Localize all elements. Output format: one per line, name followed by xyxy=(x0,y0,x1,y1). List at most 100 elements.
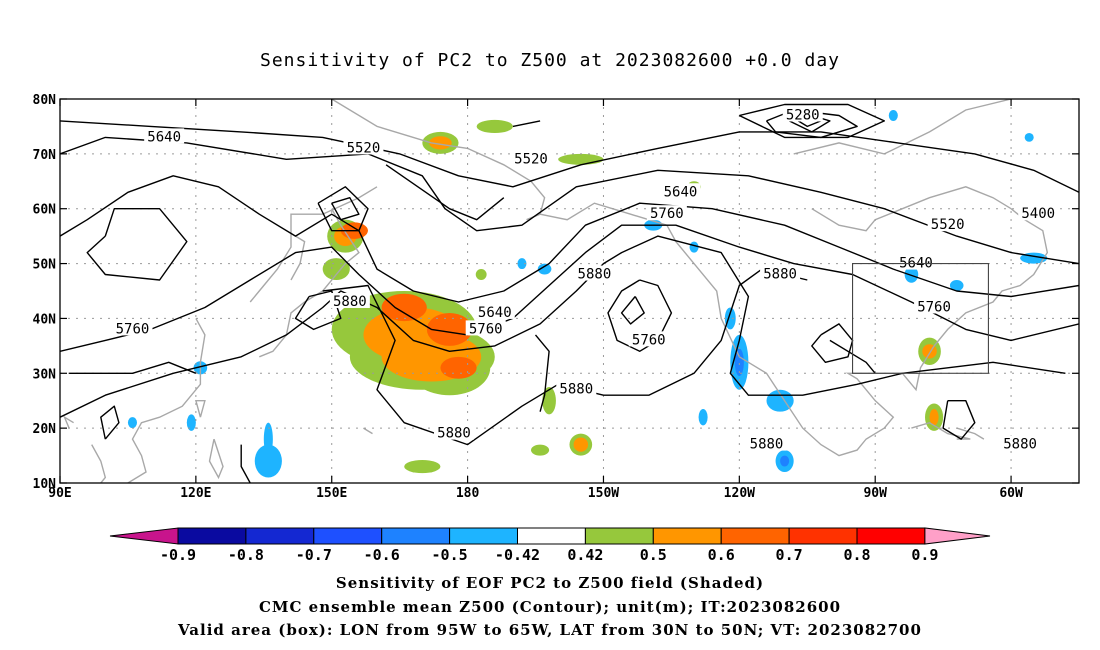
contour-label-bg xyxy=(511,150,552,166)
colorbar-label: 0.7 xyxy=(776,546,803,564)
z500-contour-line xyxy=(829,339,876,374)
contour-label-bg xyxy=(895,254,936,270)
lat-label: 60N xyxy=(33,203,57,218)
colorbar-segment xyxy=(245,527,315,545)
contour-label: 5760 xyxy=(469,321,503,337)
lon-label: 180 xyxy=(456,486,480,501)
lon-label: 150W xyxy=(588,486,619,501)
colorbar-segment xyxy=(449,527,519,545)
colorbar-label: 0.6 xyxy=(708,546,735,564)
contour-label: 5520 xyxy=(931,217,965,233)
colorbar-segment xyxy=(313,527,383,545)
sensitivity-blob xyxy=(698,408,708,426)
sensitivity-blob xyxy=(734,348,744,377)
contour-label: 5760 xyxy=(632,332,666,348)
colorbar-label: 0.5 xyxy=(640,546,667,564)
contour-label-bg xyxy=(465,320,506,336)
sensitivity-blob xyxy=(322,258,350,281)
contour-label-bg xyxy=(927,216,968,232)
contour-label: 5760 xyxy=(650,206,684,222)
coastline xyxy=(793,99,1012,155)
contour-label: 5880 xyxy=(437,426,471,442)
z500-contour-line xyxy=(60,120,1079,193)
contour-label-bg xyxy=(574,265,615,281)
sensitivity-blob xyxy=(429,136,452,150)
sensitivity-blob xyxy=(263,422,273,456)
contour-label: 5760 xyxy=(917,299,951,315)
z500-contour-line xyxy=(294,290,342,331)
sensitivity-blob xyxy=(537,263,552,275)
lat-label: 80N xyxy=(33,93,57,108)
sensitivity-blob xyxy=(558,153,604,165)
lat-label: 20N xyxy=(33,422,57,437)
z500-contour-line xyxy=(317,186,369,232)
sensitivity-blob xyxy=(1024,133,1034,142)
z500-contour-line xyxy=(942,400,976,440)
z500-contour-line xyxy=(331,197,360,221)
sensitivity-blob xyxy=(440,356,477,379)
contour-label-bg xyxy=(1018,205,1059,221)
lat-label: 50N xyxy=(33,258,57,273)
colorbar-segment xyxy=(856,527,926,545)
contour-label-bg xyxy=(660,183,701,199)
contour-label-bg xyxy=(556,380,597,396)
contour-label: 5640 xyxy=(478,305,512,321)
contour-label: 5880 xyxy=(1003,437,1037,453)
sensitivity-blob xyxy=(904,266,919,283)
contour-label: 5520 xyxy=(514,151,548,167)
z500-contour-line xyxy=(86,208,188,281)
coastline xyxy=(363,427,373,435)
sensitivity-blob xyxy=(929,408,939,426)
coastline xyxy=(91,444,107,483)
colorbar-label: 0.9 xyxy=(911,546,938,564)
contour-label-bg xyxy=(628,331,669,347)
contour-label-bg xyxy=(434,424,475,440)
contour-label: 5880 xyxy=(763,267,797,283)
contour-label: 5880 xyxy=(750,437,784,453)
sensitivity-blob xyxy=(426,312,473,346)
z500-contour-line xyxy=(534,334,550,412)
z500-contour-line xyxy=(607,279,673,352)
colorbar-label: -0.7 xyxy=(296,546,332,564)
contour-label: 5880 xyxy=(578,267,612,283)
sensitivity-blob xyxy=(127,417,137,429)
sensitivity-blob xyxy=(542,387,556,415)
coastline xyxy=(259,208,360,358)
lon-label: 90W xyxy=(863,486,887,501)
lat-label: 70N xyxy=(33,148,57,163)
colorbar-label: -0.8 xyxy=(228,546,264,564)
sensitivity-blob xyxy=(186,414,196,431)
contour-label-bg xyxy=(329,292,370,308)
map-title: Sensitivity of PC2 to Z500 at 2023082600… xyxy=(259,50,840,71)
colorbar-label: -0.6 xyxy=(364,546,400,564)
contour-label: 5520 xyxy=(347,140,381,156)
colorbar-high-arrow xyxy=(924,527,991,545)
z500-contour-line xyxy=(60,136,1079,265)
coastline xyxy=(956,427,985,440)
z500-contour-line xyxy=(60,175,1079,303)
map-frame xyxy=(59,98,1080,484)
colorbar-segment xyxy=(517,527,586,545)
z500-contour-line xyxy=(738,103,885,139)
contour-label-bg xyxy=(782,106,823,122)
sensitivity-blob xyxy=(475,269,487,281)
sensitivity-blob xyxy=(689,241,699,253)
sensitivity-blob xyxy=(531,444,550,456)
contour-label-bg xyxy=(112,320,153,336)
caption-valid-area: Valid area (box): LON from 95W to 65W, L… xyxy=(178,621,922,639)
contour-label: 5640 xyxy=(147,129,181,145)
colorbar-segment xyxy=(652,527,722,545)
lon-label: 90E xyxy=(48,486,71,501)
lat-label: 10N xyxy=(33,477,57,492)
coastline xyxy=(249,186,378,303)
colorbar: -0.9 -0.8 -0.7 -0.6 -0.5 -0.42 0.42 0.5 0.6 0.7 0.… xyxy=(109,527,991,564)
colorbar-segment xyxy=(720,527,790,545)
z500-contour-line xyxy=(240,444,251,483)
sensitivity-blob xyxy=(724,307,736,330)
lat-label: 30N xyxy=(33,367,57,382)
contour-label: 5880 xyxy=(559,382,593,398)
contour-label-bg xyxy=(914,298,955,314)
